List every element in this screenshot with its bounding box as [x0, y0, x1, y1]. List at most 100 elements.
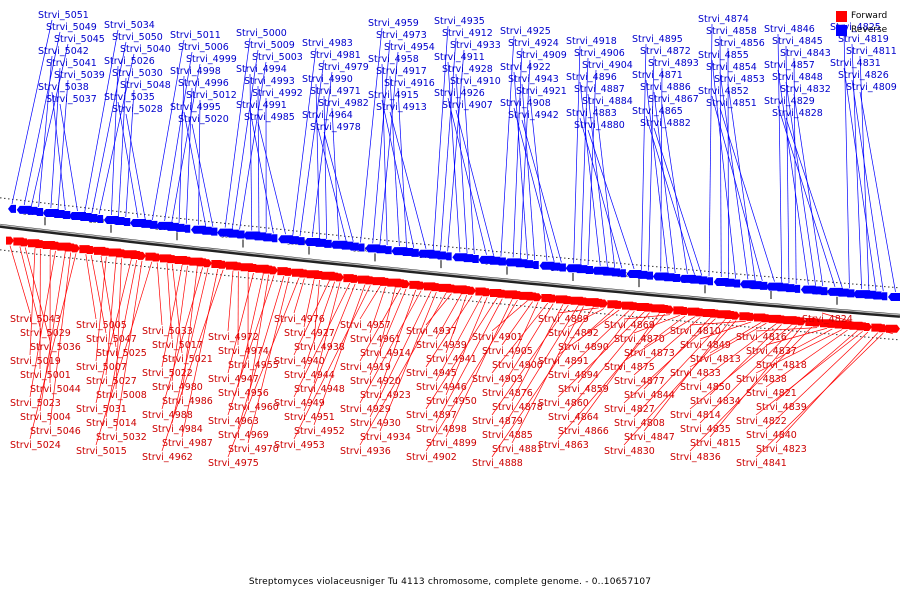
- forward-gene-label: Strvi_4963: [208, 416, 259, 427]
- reverse-gene-arrow: [269, 234, 278, 243]
- reverse-gene-label: Strvi_4911: [434, 52, 485, 63]
- reverse-gene-arrow: [112, 216, 125, 225]
- forward-gene-leader: [379, 287, 396, 348]
- forward-gene-arrow: [468, 286, 476, 295]
- reverse-gene-leader: [595, 105, 616, 268]
- forward-gene-label: Strvi_4863: [538, 440, 589, 451]
- reverse-gene-arrow: [260, 233, 272, 242]
- reverse-gene-leader: [51, 91, 66, 211]
- forward-gene-leader: [511, 304, 564, 402]
- forward-gene-leader: [557, 311, 645, 398]
- forward-gene-leader: [435, 294, 462, 340]
- forward-gene-leader: [699, 325, 797, 424]
- reverse-gene-label: Strvi_4857: [764, 60, 815, 71]
- reverse-gene-label: Strvi_4871: [632, 70, 683, 81]
- reverse-gene-label: Strvi_4809: [846, 82, 897, 93]
- reverse-gene-label: Strvi_5050: [112, 32, 163, 43]
- forward-gene-label: Strvi_4838: [736, 374, 787, 385]
- legend-forward-label: Forward: [851, 11, 888, 21]
- forward-gene-label: Strvi_4859: [558, 384, 609, 395]
- forward-gene-label: Strvi_4822: [736, 416, 787, 427]
- forward-gene-leader: [359, 290, 422, 404]
- forward-gene-leader: [181, 268, 219, 438]
- reverse-gene-leader: [645, 79, 669, 273]
- reverse-gene-leader: [653, 127, 703, 276]
- forward-gene-leader: [115, 260, 143, 432]
- reverse-gene-label: Strvi_4883: [566, 108, 617, 119]
- reverse-gene-arrow: [461, 254, 474, 263]
- reverse-gene-label: Strvi_4896: [566, 72, 617, 83]
- forward-gene-label: Strvi_4850: [680, 382, 731, 393]
- forward-gene-label: Strvi_4816: [736, 332, 787, 343]
- forward-gene-label: Strvi_4969: [218, 430, 269, 441]
- reverse-gene-arrow: [870, 291, 882, 300]
- reverse-gene-leader: [521, 119, 562, 263]
- reverse-gene-label: Strvi_5020: [178, 114, 229, 125]
- forward-gene-label: Strvi_4898: [416, 424, 467, 435]
- reverse-gene-label: Strvi_4848: [772, 72, 823, 83]
- reverse-gene-leader: [299, 59, 325, 237]
- forward-gene-label: Strvi_4844: [624, 390, 675, 401]
- forward-gene-label: Strvi_4889: [538, 314, 589, 325]
- reverse-gene-arrow: [617, 269, 626, 278]
- forward-gene-label: Strvi_4834: [690, 396, 741, 407]
- reverse-gene-arrow: [443, 252, 452, 261]
- forward-gene-leader: [49, 252, 72, 426]
- forward-gene-label: Strvi_4836: [670, 452, 721, 463]
- forward-gene-label: Strvi_4815: [690, 438, 741, 449]
- reverse-gene-leader: [512, 47, 523, 258]
- forward-gene-leader: [171, 268, 209, 424]
- forward-gene-label: Strvi_5019: [10, 356, 61, 367]
- forward-gene-leader: [369, 289, 407, 376]
- reverse-gene-leader: [727, 83, 756, 281]
- reverse-gene-label: Strvi_4909: [516, 50, 567, 61]
- reverse-gene-label: Strvi_4826: [838, 70, 889, 81]
- reverse-gene-arrow: [556, 263, 566, 272]
- forward-gene-leader: [491, 300, 528, 332]
- reverse-gene-leader: [224, 37, 251, 228]
- reverse-gene-arrow: [347, 242, 359, 251]
- reverse-gene-arrow: [408, 248, 419, 257]
- forward-gene-label: Strvi_4975: [208, 458, 259, 469]
- forward-gene-leader: [633, 317, 701, 376]
- reverse-gene-label: Strvi_5026: [104, 56, 155, 67]
- forward-gene-label: Strvi_4949: [274, 398, 325, 409]
- forward-gene-label: Strvi_4892: [548, 328, 599, 339]
- reverse-gene-label: Strvi_5041: [46, 58, 97, 69]
- reverse-gene-arrow: [696, 276, 708, 285]
- forward-gene-label: Strvi_5017: [152, 340, 203, 351]
- forward-gene-label: Strvi_4914: [360, 348, 411, 359]
- backbone-highlight: [0, 224, 900, 316]
- forward-gene-label: Strvi_4961: [350, 334, 401, 345]
- forward-gene-leader: [511, 302, 539, 360]
- forward-gene-arrow: [350, 274, 360, 283]
- forward-gene-leader: [765, 329, 848, 388]
- forward-gene-leader: [293, 278, 305, 314]
- reverse-gene-arrow: [199, 226, 212, 235]
- reverse-gene-arrow: [434, 251, 446, 260]
- reverse-gene-label: Strvi_4926: [434, 88, 485, 99]
- forward-gene-label: Strvi_4833: [670, 368, 721, 379]
- forward-gene-leader: [709, 324, 782, 396]
- reverse-gene-leader: [178, 75, 185, 223]
- forward-gene-label: Strvi_4936: [340, 446, 391, 457]
- forward-gene-arrow: [152, 253, 162, 262]
- forward-gene-label: Strvi_4945: [406, 368, 457, 379]
- forward-gene-leader: [755, 327, 818, 332]
- reverse-gene-label: Strvi_4999: [186, 54, 237, 65]
- forward-gene-label: Strvi_4953: [274, 440, 325, 451]
- reverse-gene-label: Strvi_5009: [244, 40, 295, 51]
- reverse-gene-arrow: [783, 284, 795, 293]
- forward-swatch: [836, 10, 847, 22]
- forward-gene-leader: [491, 304, 569, 416]
- forward-gene-label: Strvi_5032: [96, 432, 147, 443]
- forward-gene-leader: [19, 246, 41, 328]
- forward-gene-arrow: [138, 251, 146, 260]
- forward-gene-label: Strvi_4860: [538, 398, 589, 409]
- reverse-gene-label: Strvi_4964: [302, 110, 353, 121]
- forward-gene-label: Strvi_5031: [76, 404, 127, 415]
- reverse-gene-label: Strvi_4858: [706, 26, 757, 37]
- forward-gene-arrow: [614, 300, 624, 309]
- reverse-gene-label: Strvi_4985: [244, 112, 295, 123]
- forward-gene-arrow: [482, 288, 492, 297]
